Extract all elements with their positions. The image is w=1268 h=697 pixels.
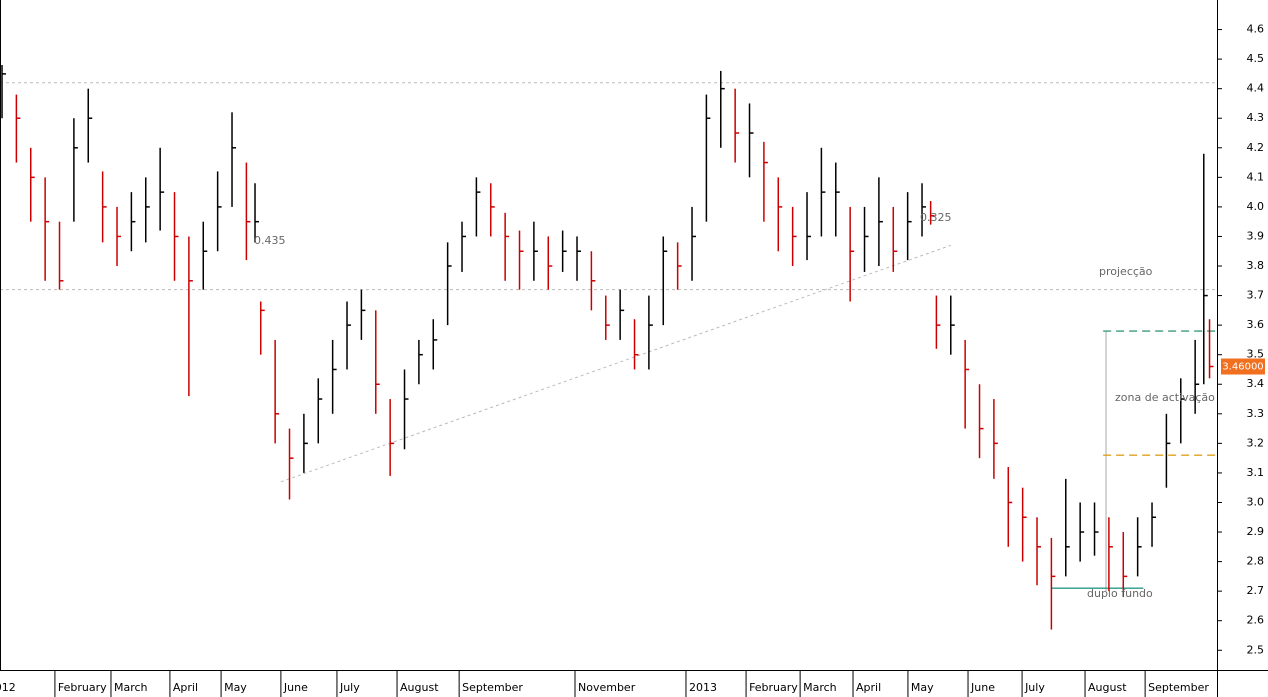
annotation: zona de activação xyxy=(1115,391,1215,404)
x-tick-label: September xyxy=(1148,681,1209,694)
y-tick-label: 4.3 xyxy=(1247,111,1265,124)
x-tick-label: May xyxy=(224,681,247,694)
y-tick-label: 3.5 xyxy=(1247,348,1265,361)
y-tick-label: 4.5 xyxy=(1247,52,1265,65)
y-tick-label: 2.5 xyxy=(1247,643,1265,656)
x-tick-label: April xyxy=(173,681,198,694)
y-tick-label: 2.7 xyxy=(1247,584,1265,597)
y-tick-label: 3.3 xyxy=(1247,407,1265,420)
x-tick-label: February xyxy=(58,681,107,694)
y-tick-label: 3.9 xyxy=(1247,229,1265,242)
y-tick-label: 3.7 xyxy=(1247,289,1265,302)
y-tick-label: 4.2 xyxy=(1247,141,1265,154)
x-tick-label: June xyxy=(283,681,308,694)
trendline xyxy=(280,244,951,483)
plot-area xyxy=(0,65,1217,630)
x-tick-label: August xyxy=(400,681,439,694)
y-tick-label: 3.6 xyxy=(1247,318,1265,331)
x-tick-label: February xyxy=(749,681,798,694)
x-tick-label: November xyxy=(578,681,636,694)
x-tick-label: May xyxy=(911,681,934,694)
x-tick-label: July xyxy=(339,681,360,694)
y-tick-label: 3.1 xyxy=(1247,466,1265,479)
y-tick-label: 3.2 xyxy=(1247,436,1265,449)
y-tick-label: 4.0 xyxy=(1247,200,1265,213)
y-tick-label: 2.9 xyxy=(1247,525,1265,538)
y-tick-label: 3.4 xyxy=(1247,377,1265,390)
x-tick-label: August xyxy=(1088,681,1127,694)
x-tick-label: September xyxy=(462,681,523,694)
x-tick-label: 2013 xyxy=(689,681,717,694)
x-tick-label: March xyxy=(114,681,148,694)
x-tick-label: July xyxy=(1024,681,1045,694)
y-tick-label: 4.6 xyxy=(1247,23,1265,36)
annotation: 0.435 xyxy=(254,234,286,247)
y-tick-label: 4.4 xyxy=(1247,82,1265,95)
last-price-box xyxy=(1221,358,1265,375)
x-tick-label: June xyxy=(970,681,995,694)
y-tick-label: 2.6 xyxy=(1247,614,1265,627)
x-tick-label: April xyxy=(856,681,881,694)
y-tick-label: 3.8 xyxy=(1247,259,1265,272)
y-tick-label: 3.0 xyxy=(1247,495,1265,508)
y-tick-label: 2.8 xyxy=(1247,555,1265,568)
x-tick-label: 2012 xyxy=(0,681,16,694)
annotation: projecção xyxy=(1099,265,1153,278)
y-tick-label: 4.1 xyxy=(1247,170,1265,183)
annotation: 0.325 xyxy=(920,211,952,224)
annotation: duplo fundo xyxy=(1087,587,1153,600)
last-price-label: 3.46000 xyxy=(1222,362,1263,373)
x-tick-label: March xyxy=(803,681,837,694)
